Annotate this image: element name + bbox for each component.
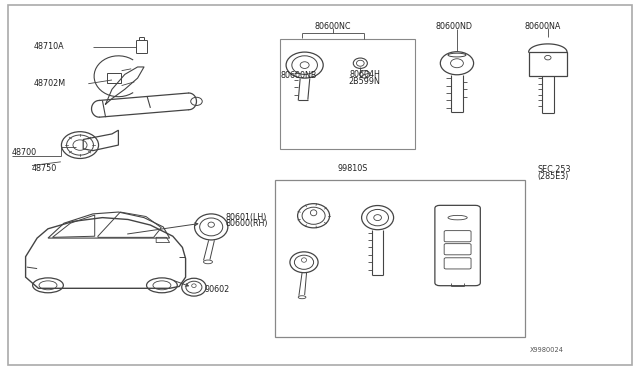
- Bar: [529, 52, 567, 76]
- Text: 48750: 48750: [32, 164, 57, 173]
- Text: 48702M: 48702M: [33, 79, 65, 88]
- Text: 80600ND: 80600ND: [435, 22, 472, 31]
- Text: 80600NB: 80600NB: [280, 71, 317, 80]
- Text: 99810S: 99810S: [337, 164, 367, 173]
- Text: 90602: 90602: [205, 285, 230, 294]
- Text: 80601(LH): 80601(LH): [225, 213, 267, 222]
- Text: 48700: 48700: [12, 148, 36, 157]
- Text: 2B599N: 2B599N: [349, 77, 381, 86]
- Text: 80604H: 80604H: [349, 70, 380, 79]
- Text: X9980024: X9980024: [530, 347, 564, 353]
- Bar: [280, 39, 415, 149]
- Bar: [275, 180, 525, 337]
- Text: 80600NC: 80600NC: [314, 22, 351, 31]
- Text: (285E3): (285E3): [538, 172, 569, 181]
- Text: 80600(RH): 80600(RH): [225, 219, 268, 228]
- Bar: [107, 73, 121, 83]
- Text: SEC.253: SEC.253: [538, 165, 571, 174]
- Text: 80600NA: 80600NA: [525, 22, 561, 31]
- Text: 48710A: 48710A: [33, 42, 64, 51]
